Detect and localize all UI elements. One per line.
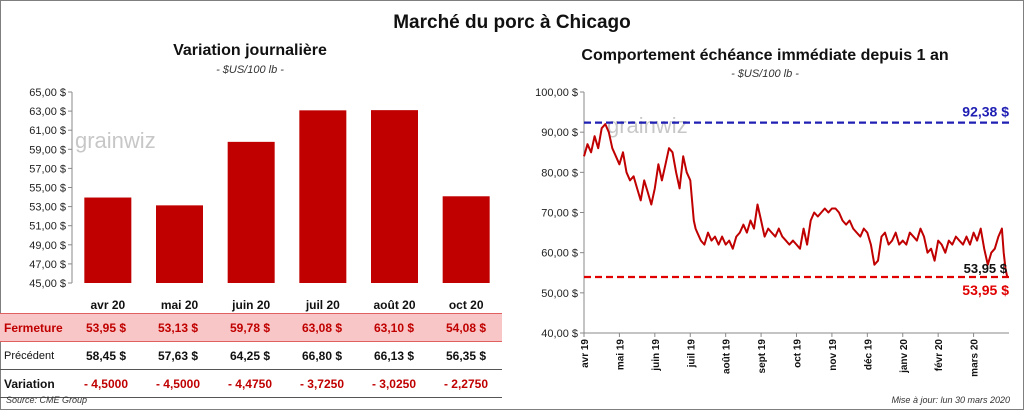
y-tick-label: 65,00 $ xyxy=(29,87,66,99)
y-tick-label: 60,00 $ xyxy=(541,248,578,260)
x-tick-label: oct 19 xyxy=(793,339,804,368)
bar xyxy=(442,196,490,283)
y-tick-label: 53,00 $ xyxy=(29,202,66,214)
y-tick-label: 49,00 $ xyxy=(29,240,66,252)
x-tick-label: déc 19 xyxy=(863,339,874,371)
table-cell: 66,13 $ xyxy=(358,341,430,370)
table-cell: 53,95 $ xyxy=(70,313,142,342)
right-chart-title: Comportement échéance immédiate depuis 1… xyxy=(581,47,949,64)
x-tick-label: nov 19 xyxy=(828,339,839,371)
bar xyxy=(156,205,203,283)
x-tick-label: août 19 xyxy=(722,339,733,374)
table-cell: 58,45 $ xyxy=(70,341,142,370)
row-label: Précédent xyxy=(0,341,70,370)
table-cell: 63,10 $ xyxy=(358,313,430,342)
table-cell: 66,80 $ xyxy=(286,341,358,370)
table-cell: 57,63 $ xyxy=(142,341,214,370)
table-row-precedent: Précédent 58,45 $ 57,63 $ 64,25 $ 66,80 … xyxy=(0,341,502,370)
x-tick-label: sept 19 xyxy=(757,339,768,374)
left-chart-title: Variation journalière xyxy=(173,42,327,59)
table-cell: 54,08 $ xyxy=(430,313,502,342)
low-reference-label: 53,95 $ xyxy=(962,282,1009,298)
price-line xyxy=(583,123,1009,278)
table-cell: - 3,7250 xyxy=(286,369,358,398)
y-tick-label: 45,00 $ xyxy=(29,278,66,290)
x-tick-label: juin 20 xyxy=(231,298,270,312)
bar xyxy=(84,197,132,283)
y-tick-label: 47,00 $ xyxy=(29,259,66,271)
y-tick-label: 50,00 $ xyxy=(541,288,578,300)
table-cell: - 4,4750 xyxy=(214,369,286,398)
update-note: Mise à jour: lun 30 mars 2020 xyxy=(891,395,1010,405)
table-cell: - 3,0250 xyxy=(358,369,430,398)
x-tick-label: juil 19 xyxy=(686,339,697,369)
x-tick-label: juin 19 xyxy=(651,339,662,372)
y-tick-label: 61,00 $ xyxy=(29,125,66,137)
data-table: Fermeture 53,95 $ 53,13 $ 59,78 $ 63,08 … xyxy=(0,313,502,398)
watermark: grainwiz xyxy=(75,128,156,153)
y-tick-label: 57,00 $ xyxy=(29,163,66,175)
bar xyxy=(371,110,418,283)
x-tick-label: août 20 xyxy=(373,298,415,312)
x-tick-label: mai 20 xyxy=(161,298,199,312)
table-cell: 53,13 $ xyxy=(142,313,214,342)
x-tick-label: avr 19 xyxy=(580,339,591,368)
x-tick-label: janv 20 xyxy=(899,339,910,374)
watermark: grainwiz xyxy=(607,113,688,138)
left-chart-subtitle: - $US/100 lb - xyxy=(216,64,284,76)
table-cell: 56,35 $ xyxy=(430,341,502,370)
y-tick-label: 51,00 $ xyxy=(29,221,66,233)
main-title: Marché du porc à Chicago xyxy=(393,12,631,33)
row-label: Fermeture xyxy=(0,313,70,342)
table-cell: 59,78 $ xyxy=(214,313,286,342)
y-tick-label: 70,00 $ xyxy=(541,208,578,220)
x-tick-label: oct 20 xyxy=(449,298,484,312)
source-note: Source: CME Group xyxy=(6,395,88,405)
table-cell: 63,08 $ xyxy=(286,313,358,342)
table-cell: - 4,5000 xyxy=(142,369,214,398)
table-row-variation: Variation - 4,5000 - 4,5000 - 4,4750 - 3… xyxy=(0,369,502,398)
last-value-label: 53,95 $ xyxy=(964,261,1008,276)
x-tick-label: mai 19 xyxy=(615,339,626,371)
row-label: Variation xyxy=(0,369,70,398)
y-tick-label: 40,00 $ xyxy=(541,328,578,340)
y-tick-label: 63,00 $ xyxy=(29,106,66,118)
y-tick-label: 80,00 $ xyxy=(541,167,578,179)
table-cell: - 4,5000 xyxy=(70,369,142,398)
y-tick-label: 59,00 $ xyxy=(29,144,66,156)
x-tick-label: mars 20 xyxy=(970,339,981,377)
line-chart: grainwiz 40,00 $ 50,00 $ 60,00 $ 70,00 $ 80,… xyxy=(535,87,1009,377)
x-tick-label: févr 20 xyxy=(934,339,945,372)
right-chart-subtitle: - $US/100 lb - xyxy=(731,68,799,80)
high-reference-label: 92,38 $ xyxy=(962,104,1009,120)
y-tick-label: 100,00 $ xyxy=(535,87,578,99)
bar xyxy=(299,110,347,283)
table-row-fermeture: Fermeture 53,95 $ 53,13 $ 59,78 $ 63,08 … xyxy=(0,313,502,342)
y-tick-label: 90,00 $ xyxy=(541,127,578,139)
bar xyxy=(227,141,275,283)
table-cell: - 2,2750 xyxy=(430,369,502,398)
y-tick-label: 55,00 $ xyxy=(29,183,66,195)
bar-chart: grainwiz 45,00 $ 47,00 $ 49,00 $ 51,00 $ 53,… xyxy=(29,87,490,312)
table-cell: 64,25 $ xyxy=(214,341,286,370)
x-tick-label: juil 20 xyxy=(305,298,340,312)
x-tick-label: avr 20 xyxy=(90,298,125,312)
